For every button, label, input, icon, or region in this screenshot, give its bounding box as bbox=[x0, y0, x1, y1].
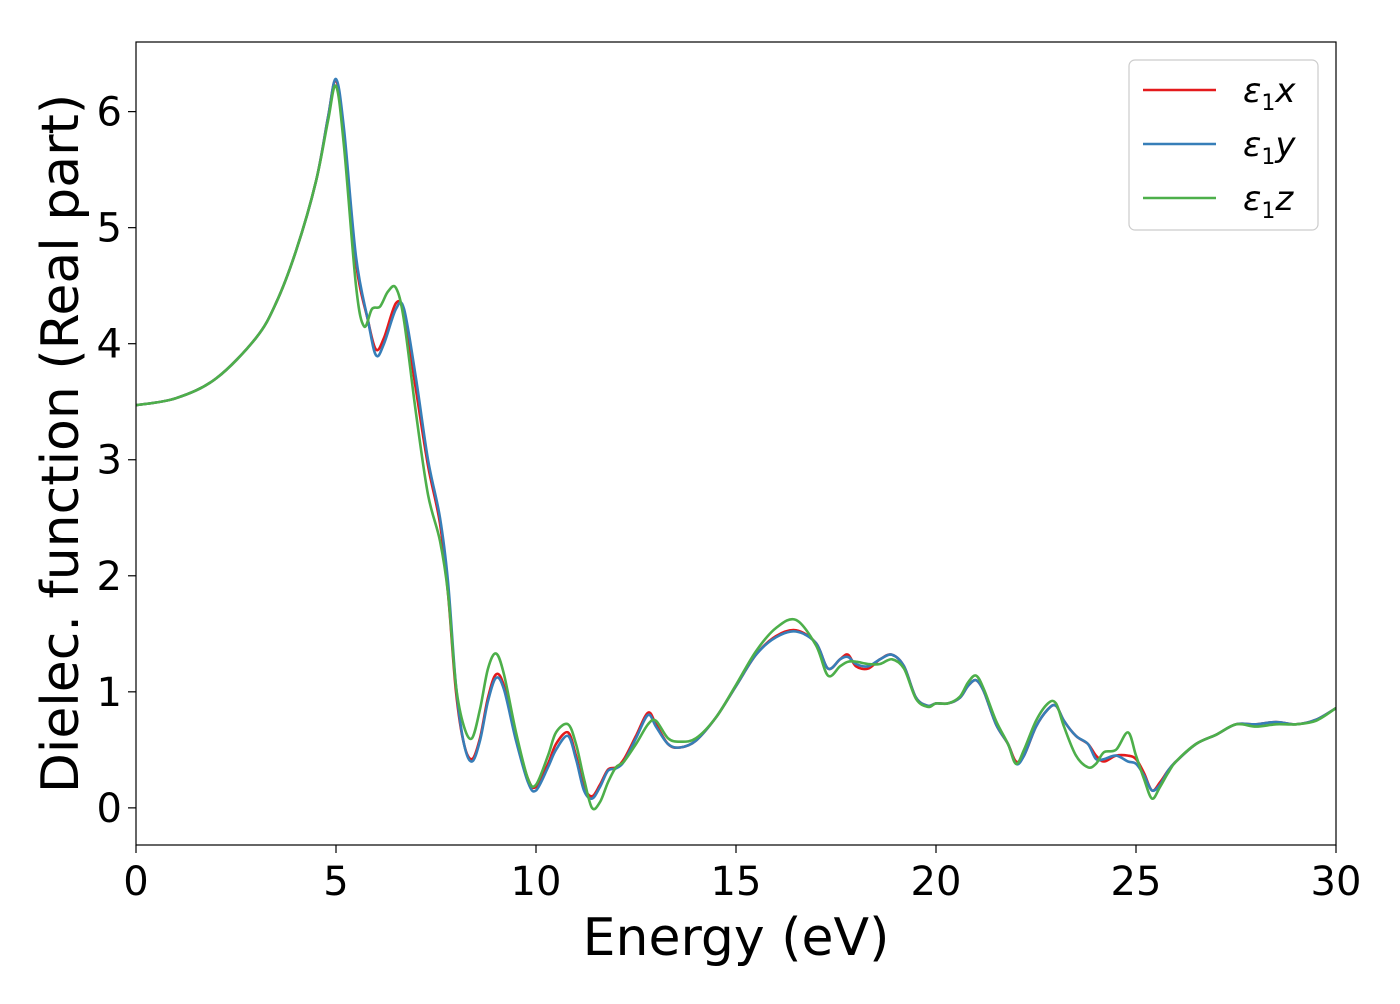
legend: ε1x ε1y ε1z bbox=[1128, 59, 1319, 231]
x-tick-label: 30 bbox=[1311, 859, 1362, 905]
x-axis-label: Energy (eV) bbox=[583, 908, 890, 968]
legend-label: ε1x bbox=[1243, 71, 1296, 116]
legend-label: ε1y bbox=[1243, 125, 1296, 170]
x-tick-label: 25 bbox=[1111, 859, 1162, 905]
y-tick-label: 0 bbox=[97, 786, 122, 832]
legend-item-x: ε1x bbox=[1143, 71, 1296, 116]
y-axis-label: Dielec. function (Real part) bbox=[31, 94, 91, 793]
series-line-z bbox=[136, 84, 1336, 811]
y-tick-label: 5 bbox=[97, 206, 122, 252]
y-tick-label: 1 bbox=[97, 670, 122, 716]
y-tick-label: 6 bbox=[97, 90, 122, 136]
y-tick-label: 2 bbox=[97, 554, 122, 600]
x-tick-label: 5 bbox=[323, 859, 348, 905]
x-tick-label: 10 bbox=[511, 859, 562, 905]
x-tick-label: 20 bbox=[911, 859, 962, 905]
x-tick-label: 0 bbox=[123, 859, 148, 905]
legend-label: ε1z bbox=[1243, 179, 1294, 224]
y-tick-label: 3 bbox=[97, 438, 122, 484]
legend-box bbox=[1128, 59, 1319, 231]
legend-item-z: ε1z bbox=[1143, 179, 1294, 224]
y-ticks: 0 1 2 3 4 5 6 bbox=[97, 90, 136, 832]
y-tick-label: 4 bbox=[97, 322, 122, 368]
x-tick-label: 15 bbox=[711, 859, 762, 905]
legend-item-y: ε1y bbox=[1143, 125, 1296, 170]
x-ticks: 0 5 10 15 20 25 30 bbox=[123, 845, 1361, 905]
series-layer bbox=[136, 77, 1336, 811]
